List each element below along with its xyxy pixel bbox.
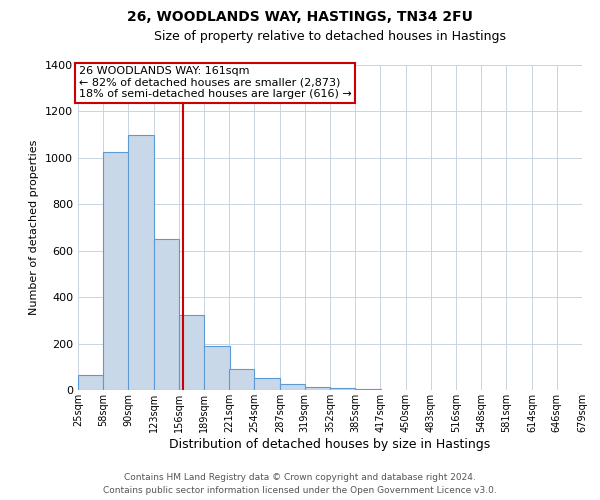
Title: Size of property relative to detached houses in Hastings: Size of property relative to detached ho… [154,30,506,43]
Bar [305,386,330,390]
Bar [128,134,154,390]
Bar [254,378,280,390]
Bar [103,152,129,390]
Bar [280,384,305,390]
Text: Contains HM Land Registry data © Crown copyright and database right 2024.
Contai: Contains HM Land Registry data © Crown c… [103,474,497,495]
Bar [154,239,179,390]
Bar [229,369,254,390]
Bar [355,389,381,390]
Text: 26, WOODLANDS WAY, HASTINGS, TN34 2FU: 26, WOODLANDS WAY, HASTINGS, TN34 2FU [127,10,473,24]
Bar [179,314,205,390]
X-axis label: Distribution of detached houses by size in Hastings: Distribution of detached houses by size … [169,438,491,450]
Text: 26 WOODLANDS WAY: 161sqm
← 82% of detached houses are smaller (2,873)
18% of sem: 26 WOODLANDS WAY: 161sqm ← 82% of detach… [79,66,352,100]
Y-axis label: Number of detached properties: Number of detached properties [29,140,40,315]
Bar [330,388,355,390]
Bar [78,375,103,390]
Bar [205,346,230,390]
